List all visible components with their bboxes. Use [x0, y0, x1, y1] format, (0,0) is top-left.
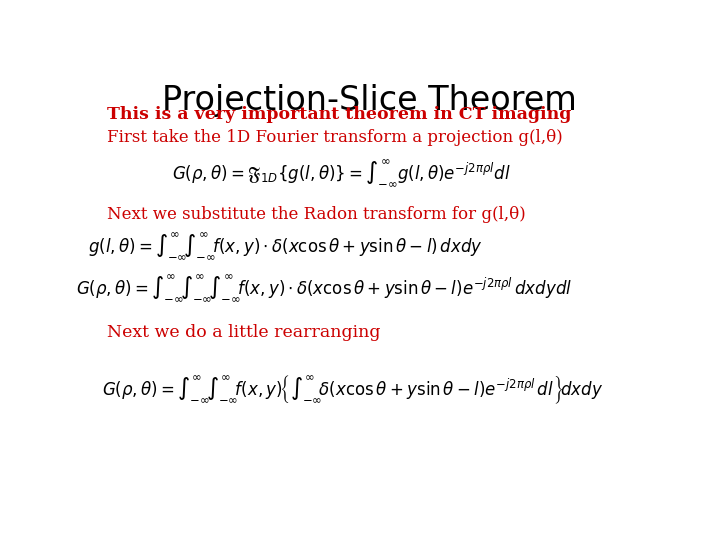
Text: Next we substitute the Radon transform for g(l,θ): Next we substitute the Radon transform f… [107, 206, 526, 223]
Text: $G(\rho,\theta) = \int_{-\infty}^{\infty}\!\int_{-\infty}^{\infty}\!f(x,y)\!\lef: $G(\rho,\theta) = \int_{-\infty}^{\infty… [102, 374, 603, 406]
Text: Projection-Slice Theorem: Projection-Slice Theorem [161, 84, 577, 117]
Text: $G(\rho,\theta) = \int_{-\infty}^{\infty}\!\int_{-\infty}^{\infty}\!\int_{-\inft: $G(\rho,\theta) = \int_{-\infty}^{\infty… [76, 272, 572, 303]
Text: This is a very important theorem in CT imaging: This is a very important theorem in CT i… [107, 106, 571, 123]
Text: First take the 1D Fourier transform a projection g(l,θ): First take the 1D Fourier transform a pr… [107, 129, 562, 146]
Text: $g(l,\theta) = \int_{-\infty}^{\infty}\!\int_{-\infty}^{\infty}\!f(x,y)\cdot\del: $g(l,\theta) = \int_{-\infty}^{\infty}\!… [88, 230, 482, 261]
Text: $G(\rho,\theta) = \mathfrak{F}_{1D}\left\{g(l,\theta)\right\}= \int_{-\infty}^{\: $G(\rho,\theta) = \mathfrak{F}_{1D}\left… [172, 158, 510, 188]
Text: Next we do a little rearranging: Next we do a little rearranging [107, 325, 380, 341]
